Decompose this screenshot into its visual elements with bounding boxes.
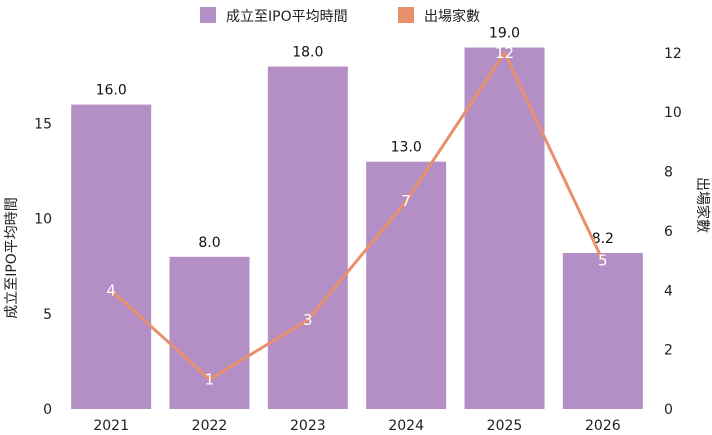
bar-2026 [562, 252, 643, 409]
bar-value-label-2021: 16.0 [96, 83, 127, 99]
y-tick-label-0: 0 [43, 402, 52, 418]
x-tick-label-2021: 2021 [93, 418, 129, 434]
x-tick-label-2023: 2023 [290, 418, 326, 434]
bar-value-label-2024: 13.0 [391, 140, 422, 156]
y2-tick-label-2: 2 [664, 343, 673, 359]
x-tick-label-2025: 2025 [487, 418, 523, 434]
bar-2022 [169, 256, 250, 409]
y-axis-left: 0 5 10 15 [34, 117, 52, 418]
y-tick-label-10: 10 [34, 212, 52, 228]
y2-tick-label-4: 4 [664, 283, 673, 299]
bars-layer [71, 47, 643, 410]
bar-value-labels: 16.0 8.0 18.0 13.0 19.0 8.2 [96, 26, 614, 251]
y2-tick-label-6: 6 [664, 224, 673, 240]
line-series-exits [110, 51, 605, 381]
x-tick-label-2022: 2022 [192, 418, 228, 434]
line-point-label-2025: 12 [495, 44, 514, 62]
bar-2025 [464, 47, 545, 410]
y-tick-label-5: 5 [43, 307, 52, 323]
bar-value-label-2023: 18.0 [292, 45, 323, 61]
x-tick-label-2026: 2026 [585, 418, 621, 434]
bar-value-label-2022: 8.0 [198, 235, 220, 251]
legend-label-line: 出場家數 [424, 8, 480, 25]
legend-label-bar: 成立至IPO平均時間 [226, 9, 348, 25]
y2-tick-label-8: 8 [664, 165, 673, 181]
bar-value-label-2025: 19.0 [489, 26, 520, 42]
line-point-label-2023: 3 [303, 311, 313, 329]
y-tick-label-15: 15 [34, 117, 52, 133]
y-axis-right: 0 2 4 6 8 10 12 [664, 46, 682, 418]
y2-tick-label-12: 12 [664, 46, 682, 62]
legend: 成立至IPO平均時間 出場家數 [200, 7, 480, 25]
line-point-label-2021: 4 [106, 281, 116, 299]
y2-axis-label: 出場家數 [694, 177, 711, 233]
line-point-label-2026: 5 [598, 252, 608, 270]
x-axis: 2021 2022 2023 2024 2025 2026 [93, 418, 620, 434]
bar-2023 [267, 66, 348, 410]
line-layer: 4 1 3 7 12 5 [106, 44, 607, 388]
y2-tick-label-10: 10 [664, 105, 682, 121]
y2-tick-label-0: 0 [664, 402, 673, 418]
legend-swatch-bar [200, 7, 216, 23]
bar-2021 [71, 104, 152, 409]
line-point-label-2024: 7 [401, 192, 411, 210]
line-point-label-2022: 1 [205, 370, 215, 388]
y-axis-label: 成立至IPO平均時間 [4, 197, 20, 319]
legend-swatch-line [398, 7, 414, 23]
x-tick-label-2024: 2024 [388, 418, 424, 434]
bar-value-label-2026: 8.2 [592, 231, 614, 247]
